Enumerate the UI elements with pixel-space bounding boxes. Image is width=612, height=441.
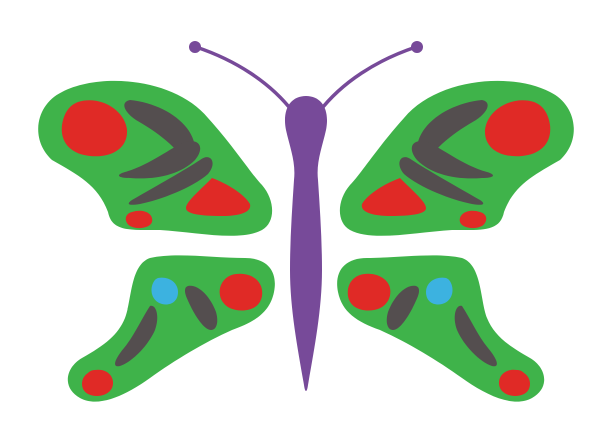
left-upper-dark-stripe-1	[124, 100, 195, 156]
right-upper-dark-stripe-3	[399, 157, 484, 205]
left-lower-blue-spot	[151, 277, 178, 305]
left-upper-dark-stripe-3	[128, 157, 213, 205]
right-antenna-tip	[411, 41, 423, 53]
right-lower-dark-stripe-1	[386, 285, 420, 331]
left-lower-dark-stripe-2	[115, 305, 158, 367]
left-lower-red-spot-right	[219, 273, 263, 311]
left-upper-dark-stripe-2	[118, 141, 201, 179]
left-upper-red-spot-small	[125, 210, 153, 229]
left-lower-dark-stripe-1	[184, 285, 218, 331]
right-upper-dark-stripe-2	[411, 141, 494, 179]
right-upper-dark-stripe-1	[417, 100, 488, 156]
right-upper-wing	[339, 80, 574, 236]
butterfly-body	[284, 96, 328, 391]
left-antenna-tip	[189, 41, 201, 53]
right-antenna	[317, 45, 418, 114]
right-lower-red-spot-bottom	[498, 369, 530, 396]
right-lower-red-spot-left	[347, 273, 391, 311]
right-upper-red-spot-large	[484, 100, 551, 157]
right-lower-wing	[337, 255, 545, 402]
right-upper-red-spot-left	[361, 178, 426, 216]
left-upper-wing	[38, 80, 273, 236]
right-lower-dark-stripe-2	[454, 305, 497, 367]
left-upper-red-spot-right	[186, 178, 251, 216]
left-antenna	[194, 45, 295, 114]
antennae	[189, 41, 423, 114]
left-lower-wing	[67, 255, 275, 402]
left-upper-red-spot-large	[61, 100, 128, 157]
left-lower-red-spot-bottom	[82, 369, 114, 396]
right-lower-blue-spot	[426, 277, 453, 305]
right-upper-red-spot-small	[459, 210, 487, 229]
